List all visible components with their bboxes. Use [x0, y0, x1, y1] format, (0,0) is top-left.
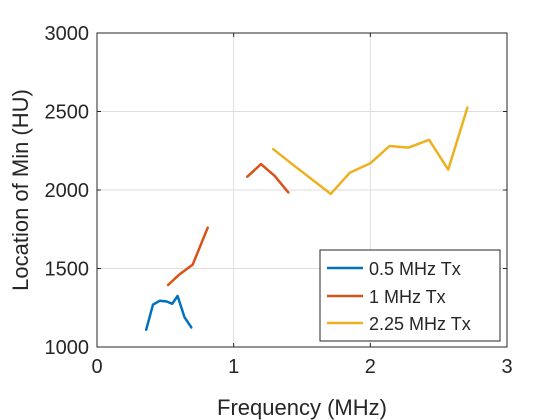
y-tick-label-2: 2000: [45, 180, 90, 202]
y-tick-label-3: 2500: [45, 102, 90, 124]
series-line-2: [246, 162, 290, 194]
legend-item-2: 2.25 MHz Tx: [327, 314, 471, 334]
x-axis-ticks: 0 1 2 3: [91, 33, 513, 378]
x-tick-label-2: 2: [365, 356, 376, 378]
y-axis-ticks: 1000 1500 2000 2500 3000: [45, 23, 507, 359]
y-tick-label-1: 1500: [45, 259, 90, 281]
legend-label-0: 0.5 MHz Tx: [369, 259, 461, 279]
y-tick-label-0: 1000: [45, 337, 90, 359]
x-tick-label-3: 3: [501, 356, 512, 378]
x-tick-label-1: 1: [228, 356, 239, 378]
x-tick-label-0: 0: [91, 356, 102, 378]
y-tick-label-4: 3000: [45, 23, 90, 45]
series-layer: [144, 106, 469, 331]
legend-label-1: 1 MHz Tx: [369, 287, 446, 307]
series-line-3: [272, 106, 469, 196]
legend: 0.5 MHz Tx 1 MHz Tx 2.25 MHz Tx: [319, 249, 501, 342]
legend-item-0: 0.5 MHz Tx: [327, 259, 461, 279]
legend-item-1: 1 MHz Tx: [327, 287, 446, 307]
series-line-1: [166, 226, 209, 287]
legend-label-2: 2.25 MHz Tx: [369, 314, 471, 334]
series-line-0: [144, 294, 193, 331]
y-axis-label: Location of Min (HU): [8, 89, 33, 291]
x-axis-label: Frequency (MHz): [217, 395, 387, 420]
